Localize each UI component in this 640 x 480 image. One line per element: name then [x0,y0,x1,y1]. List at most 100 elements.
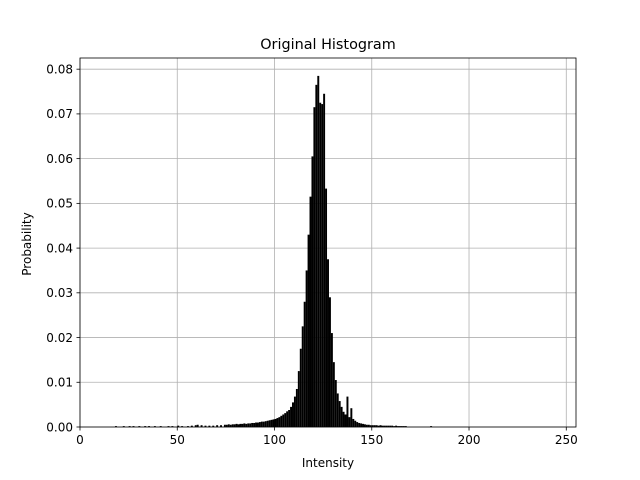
y-tick-label: 0.01 [46,376,73,390]
histogram-bar [190,425,193,427]
histogram-bar [288,410,291,427]
histogram-bar [340,406,343,427]
histogram-bar [194,425,197,427]
histogram-bar [237,424,240,427]
histogram-bar [365,424,368,427]
y-tick-label: 0.08 [46,62,73,76]
histogram-bar [247,423,250,427]
x-tick-label: 200 [458,433,481,447]
histogram-bar [356,422,359,427]
histogram-bar [153,426,156,427]
histogram-bar [311,156,314,427]
histogram-bar [266,420,269,427]
histogram-bar [225,424,228,427]
x-axis-label: Intensity [302,456,354,470]
histogram-bar [344,414,347,427]
histogram-bar [171,426,174,427]
histogram-bar [309,196,312,427]
bars-layer [115,75,433,427]
histogram-bar [350,408,353,427]
histogram-bar [258,422,261,427]
histogram-bar [332,362,335,427]
histogram-bar [295,388,298,427]
histogram-bar [229,424,232,427]
histogram-bar [346,396,349,427]
histogram-bar [336,393,339,427]
histogram-bar [323,93,326,427]
histogram-bar [334,380,337,427]
histogram-bar [186,426,189,427]
histogram-bar [132,426,135,427]
histogram-bar [235,423,238,427]
histogram-bar [200,425,203,427]
histogram-bar [397,426,399,427]
histogram-bar [284,413,287,427]
histogram-bar [305,270,308,427]
histogram-bar [387,425,390,427]
y-tick-label: 0.04 [46,241,73,255]
histogram-bar [383,425,386,427]
histogram-bar [307,234,310,427]
histogram-bar [270,419,273,427]
histogram-bar [348,417,351,427]
histogram-bar [352,418,355,427]
histogram-bar [204,425,207,427]
histogram-bar [282,414,285,427]
histogram-bar [402,426,405,427]
x-tick-label: 250 [555,433,578,447]
x-tick-label: 50 [170,433,185,447]
y-tick-label: 0.05 [46,197,73,211]
histogram-bar [400,426,403,427]
histogram-bar [360,423,363,427]
histogram-bar [325,188,328,427]
histogram-bar [321,104,324,427]
histogram-bar [313,107,316,427]
histogram-bar [268,420,271,427]
histogram-bar [379,425,382,427]
histogram-bar [377,425,380,427]
histogram-bar [362,423,364,427]
histogram-bar [264,421,267,427]
y-tick-label: 0.06 [46,152,73,166]
histogram-bar [144,426,147,427]
histogram-bar [317,75,320,427]
histogram-bar [223,424,226,427]
histogram-bar [293,396,296,427]
histogram-bar [272,419,275,427]
histogram-bar [260,421,263,427]
histogram-bar [391,425,394,427]
histogram-bar [385,425,388,427]
histogram-bar [369,425,372,427]
histogram-bar [328,297,331,427]
histogram-bar [251,422,254,427]
histogram-bar [375,425,378,427]
histogram-bar [292,402,294,427]
histogram-bar [220,425,222,427]
histogram-bar [216,425,219,427]
histogram-bar [243,423,246,427]
histogram-bar [297,371,300,427]
histogram-bar [395,425,398,427]
histogram-bar [315,84,318,427]
histogram-bar [241,423,244,427]
histogram-bar [290,406,293,427]
histogram-bar [181,426,184,427]
histogram-bar [389,425,392,427]
histogram-bar [212,425,215,427]
histogram-bar [255,422,258,427]
histogram-bar [245,423,248,427]
histogram-bar [249,423,252,427]
x-tick-label: 150 [360,433,383,447]
histogram-bar [319,102,322,427]
y-axis-label: Probability [20,212,34,275]
histogram-bar [138,426,141,427]
y-tick-label: 0.00 [46,420,73,434]
histogram-bar [208,425,211,427]
histogram-bar [354,420,357,427]
histogram-bar [367,424,370,427]
histogram-bar [299,348,302,427]
histogram-bar [373,425,376,427]
histogram-bar [358,422,361,427]
histogram-bar [239,423,242,427]
histogram-bar [253,422,256,427]
